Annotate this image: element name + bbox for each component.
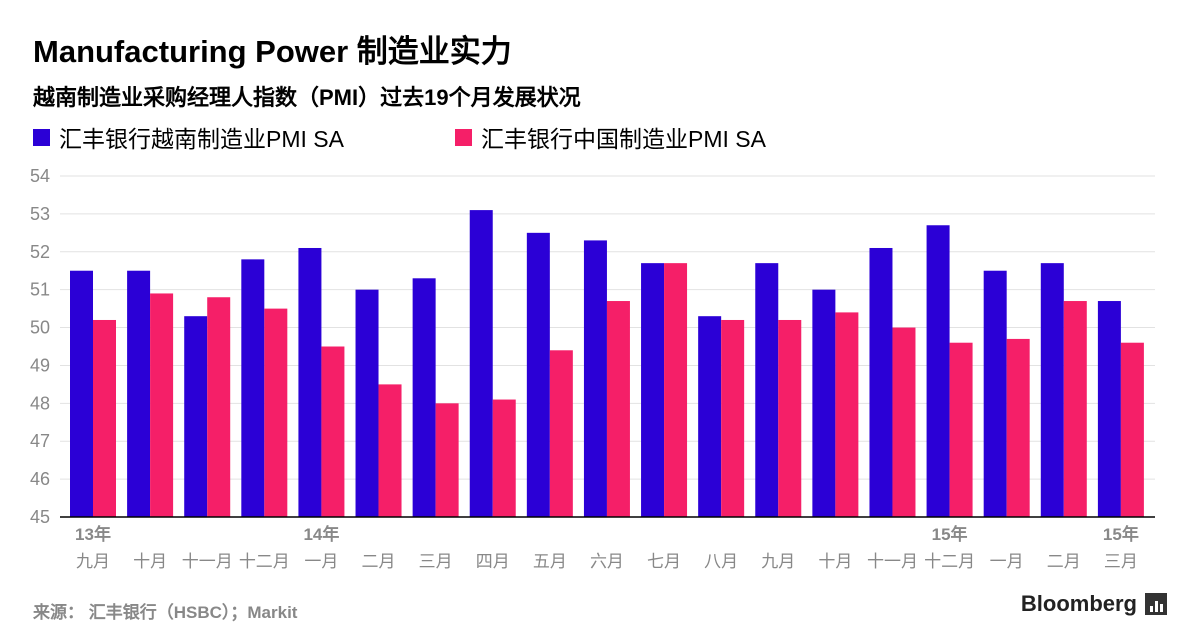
x-tick-label: 四月: [476, 552, 510, 571]
bar-vietnam: [298, 247, 322, 517]
bar-china: [606, 301, 630, 517]
y-tick-label: 52: [30, 242, 50, 262]
bar-china: [321, 346, 345, 517]
x-tick-label: 三月: [419, 552, 453, 571]
y-tick-label: 47: [30, 431, 50, 451]
x-tick-label: 八月: [704, 552, 738, 571]
bar-vietnam: [812, 289, 836, 517]
bar-china: [721, 319, 745, 517]
x-tick-label: 十月: [818, 552, 852, 571]
bar-vietnam: [1040, 263, 1064, 517]
x-tick-label: 二月: [1047, 552, 1081, 571]
x-tick-label: 十二月: [924, 552, 975, 571]
x-tick-label: 六月: [590, 552, 624, 571]
x-tick-label: 七月: [647, 552, 681, 571]
bar-vietnam: [469, 210, 493, 517]
bar-vietnam: [241, 259, 265, 517]
x-tick-label: 九月: [76, 552, 110, 571]
bar-china: [1120, 342, 1144, 517]
bar-china: [435, 403, 459, 517]
y-tick-label: 45: [30, 507, 50, 527]
bar-china: [492, 399, 516, 517]
chart-subtitle: 越南制造业采购经理人指数（PMI）过去19个月发展状况: [33, 85, 581, 110]
y-tick-label: 49: [30, 355, 50, 375]
chart-title: Manufacturing Power 制造业实力: [33, 34, 512, 69]
source-note: 来源： 汇丰银行（HSBC）；Markit: [33, 603, 298, 622]
bar-vietnam: [641, 263, 665, 517]
bar-china: [207, 297, 231, 517]
legend-label-china: 汇丰银行中国制造业PMI SA: [481, 126, 766, 152]
bar-vietnam: [869, 247, 893, 517]
legend-swatch-china: [455, 128, 472, 146]
bar-vietnam: [355, 289, 379, 517]
x-tick-label: 二月: [362, 552, 396, 571]
x-tick-label: 十一月: [182, 552, 233, 571]
bar-china: [150, 293, 174, 517]
bar-china: [835, 312, 859, 517]
bar-vietnam: [698, 316, 722, 517]
y-tick-label: 46: [30, 469, 50, 489]
legend-item-china: 汇丰银行中国制造业PMI SA: [455, 120, 766, 154]
bar-china: [1006, 338, 1030, 517]
x-year-label: 15年: [1103, 524, 1139, 544]
x-tick-label: 三月: [1104, 552, 1138, 571]
bar-china: [664, 263, 688, 517]
bar-vietnam: [983, 270, 1007, 517]
x-tick-label: 一月: [304, 552, 338, 571]
y-tick-label: 48: [30, 393, 50, 413]
legend-swatch-vietnam: [33, 128, 50, 146]
bar-vietnam: [526, 232, 550, 518]
bar-china: [778, 319, 802, 517]
x-tick-label: 五月: [533, 552, 567, 571]
legend-item-vietnam: 汇丰银行越南制造业PMI SA: [33, 120, 344, 154]
y-tick-label: 54: [30, 166, 50, 186]
bar-china: [378, 384, 402, 517]
x-year-label: 13年: [75, 524, 111, 544]
x-year-label: 14年: [303, 524, 339, 544]
bar-china: [264, 308, 288, 517]
bar-china: [892, 327, 916, 517]
bar-china: [93, 319, 116, 517]
bar-china: [1063, 301, 1087, 517]
bar-chart-icon: [1145, 593, 1167, 615]
x-year-label: 15年: [932, 524, 968, 544]
x-tick-label: 十月: [133, 552, 167, 571]
bar-vietnam: [184, 316, 208, 517]
bar-vietnam: [127, 270, 151, 517]
bar-vietnam: [1097, 301, 1121, 517]
y-tick-label: 50: [30, 318, 50, 338]
bar-vietnam: [926, 225, 950, 517]
x-tick-label: 九月: [761, 552, 795, 571]
x-tick-label: 一月: [990, 552, 1024, 571]
bar-china: [949, 342, 973, 517]
bar-vietnam: [70, 270, 93, 517]
bar-vietnam: [583, 240, 607, 517]
bar-vietnam: [412, 278, 436, 517]
y-tick-label: 51: [30, 280, 50, 300]
bloomberg-logo: Bloomberg: [1021, 591, 1167, 617]
bar-china: [549, 350, 573, 517]
legend-label-vietnam: 汇丰银行越南制造业PMI SA: [59, 126, 344, 152]
y-tick-label: 53: [30, 204, 50, 224]
x-tick-label: 十二月: [239, 552, 290, 571]
brand-name: Bloomberg: [1020, 591, 1137, 616]
bar-vietnam: [755, 263, 779, 517]
x-tick-label: 十一月: [867, 552, 918, 571]
